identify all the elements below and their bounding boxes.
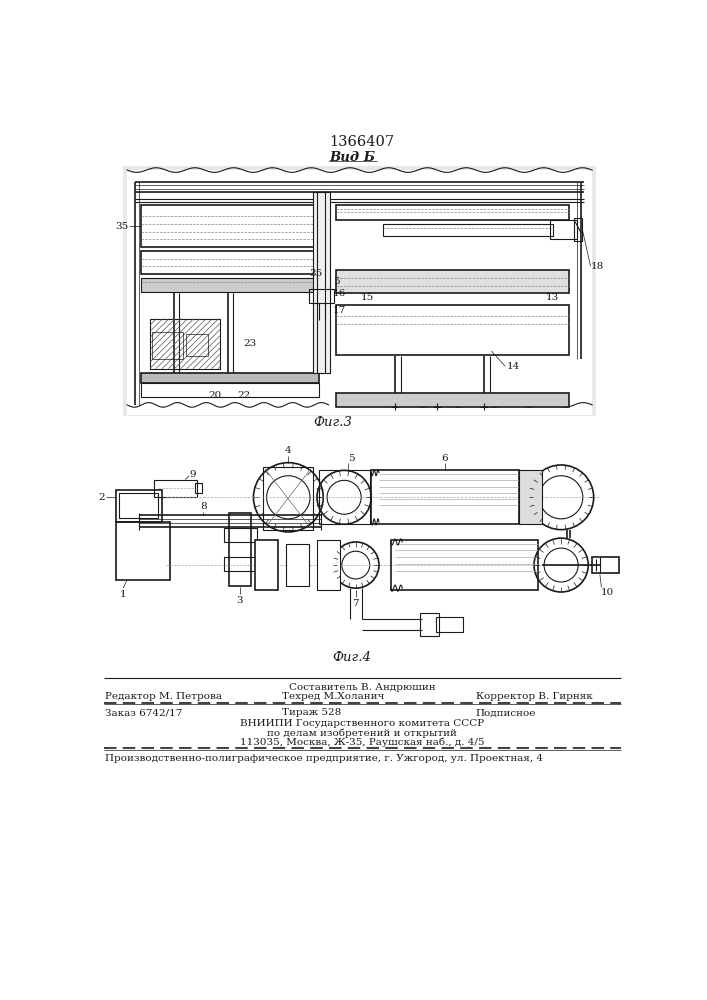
Bar xyxy=(141,278,320,292)
Text: Составитель В. Андрюшин: Составитель В. Андрюшин xyxy=(288,683,436,692)
Bar xyxy=(195,483,201,493)
Bar xyxy=(152,332,183,359)
Bar xyxy=(141,383,320,397)
Text: Заказ 6742/17: Заказ 6742/17 xyxy=(105,708,183,717)
Bar xyxy=(263,466,313,530)
Bar xyxy=(230,513,251,586)
Bar xyxy=(141,205,320,247)
Text: Корректор В. Гирняк: Корректор В. Гирняк xyxy=(476,692,592,701)
Text: Фиг.4: Фиг.4 xyxy=(332,651,371,664)
Bar xyxy=(337,270,569,293)
Text: 16: 16 xyxy=(333,289,346,298)
Text: 6: 6 xyxy=(442,454,448,463)
Text: 10: 10 xyxy=(601,588,614,597)
Text: 1366407: 1366407 xyxy=(329,135,395,149)
Text: 5: 5 xyxy=(333,277,340,286)
Text: Подписное: Подписное xyxy=(476,708,536,717)
Text: 23: 23 xyxy=(243,339,257,348)
Bar xyxy=(436,617,462,632)
Text: Фиг.3: Фиг.3 xyxy=(313,416,352,429)
Bar xyxy=(255,540,279,590)
Bar xyxy=(383,224,554,235)
Text: 22: 22 xyxy=(237,391,250,400)
Bar xyxy=(518,470,542,524)
Bar xyxy=(549,220,577,239)
Text: 13: 13 xyxy=(546,293,559,302)
Bar xyxy=(391,540,538,590)
Bar xyxy=(115,522,170,580)
Bar xyxy=(154,480,197,497)
Text: 8: 8 xyxy=(200,502,206,511)
Bar xyxy=(337,393,569,407)
Text: Тираж 528: Тираж 528 xyxy=(282,708,341,717)
Bar xyxy=(420,613,440,636)
Bar xyxy=(141,373,320,383)
Text: 3: 3 xyxy=(236,596,243,605)
Bar xyxy=(337,205,569,220)
Bar xyxy=(123,166,596,416)
Text: 15: 15 xyxy=(361,293,375,302)
Bar xyxy=(574,218,582,241)
Text: 7: 7 xyxy=(352,599,359,608)
Text: по делам изобретений и открытий: по делам изобретений и открытий xyxy=(267,728,457,738)
Text: 17: 17 xyxy=(333,306,346,315)
Bar xyxy=(337,305,569,355)
Text: Техред М.Холанич: Техред М.Холанич xyxy=(282,692,385,701)
Text: 1: 1 xyxy=(120,590,127,599)
Text: 14: 14 xyxy=(507,362,520,371)
Bar xyxy=(286,544,309,586)
Bar xyxy=(309,289,334,303)
Bar xyxy=(119,493,158,518)
Text: Вид Б: Вид Б xyxy=(329,151,375,164)
Text: 2: 2 xyxy=(99,493,105,502)
Bar xyxy=(313,192,330,373)
Bar xyxy=(317,540,340,590)
Text: Редактор М. Петрова: Редактор М. Петрова xyxy=(105,692,223,701)
Bar xyxy=(115,490,162,522)
Bar xyxy=(320,470,370,524)
Text: 20: 20 xyxy=(209,391,222,400)
Bar xyxy=(186,334,208,356)
Text: 35: 35 xyxy=(115,222,129,231)
Bar xyxy=(224,528,257,542)
Bar xyxy=(151,319,220,369)
Bar xyxy=(371,470,518,524)
Text: 18: 18 xyxy=(590,262,604,271)
Bar xyxy=(127,170,592,415)
Bar xyxy=(224,557,257,571)
Text: 4: 4 xyxy=(285,446,292,455)
Text: 5: 5 xyxy=(348,454,355,463)
Text: 35: 35 xyxy=(309,269,322,278)
Bar xyxy=(592,557,619,573)
Text: 113035, Москва, Ж-35, Раушская наб., д. 4/5: 113035, Москва, Ж-35, Раушская наб., д. … xyxy=(240,738,484,747)
Bar xyxy=(141,251,320,274)
Text: 9: 9 xyxy=(189,470,196,479)
Text: Производственно-полиграфическое предприятие, г. Ужгород, ул. Проектная, 4: Производственно-полиграфическое предприя… xyxy=(105,754,544,763)
Text: ВНИИПИ Государственного комитета СССР: ВНИИПИ Государственного комитета СССР xyxy=(240,719,484,728)
